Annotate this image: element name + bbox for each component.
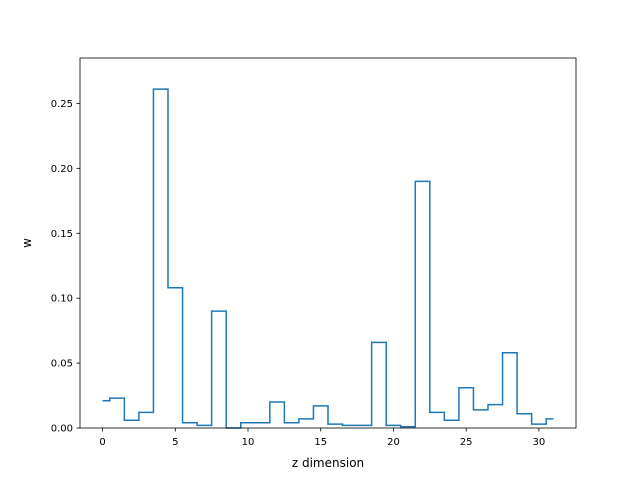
x-tick-label: 20 [387,437,400,448]
y-axis-label: w [20,238,34,248]
y-axis-ticks: 0.00 0.05 0.10 0.15 0.20 0.25 [51,99,80,435]
y-tick-label: 0.20 [51,164,73,175]
y-tick-label: 0.15 [51,229,73,240]
y-tick-label: 0.00 [51,424,73,435]
plot-frame [79,57,577,429]
x-axis-label: z dimension [292,456,364,470]
y-tick-label: 0.10 [51,294,73,305]
x-tick-label: 15 [314,437,327,448]
plot-area [80,58,576,428]
x-tick-label: 0 [99,437,105,448]
x-axis-ticks: 0 5 10 15 20 25 30 [99,428,545,448]
x-tick-label: 10 [242,437,255,448]
x-tick-label: 25 [460,437,473,448]
y-tick-label: 0.25 [51,99,73,110]
y-tick-label: 0.05 [51,359,73,370]
data-series-line [102,88,554,429]
x-tick-label: 5 [172,437,178,448]
x-tick-label: 30 [533,437,546,448]
